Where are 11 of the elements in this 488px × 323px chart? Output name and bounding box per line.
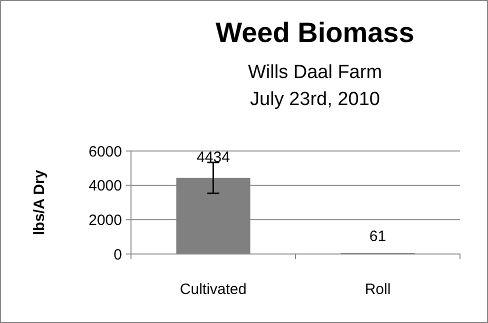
- chart-subtitle: Wills Daal Farm July 23rd, 2010: [248, 62, 382, 110]
- data-label: 61: [369, 228, 386, 245]
- x-tick-label: Cultivated: [180, 281, 247, 298]
- y-tick-label: 6000: [88, 143, 122, 160]
- y-axis-title: lbs/A Dry: [31, 169, 48, 236]
- y-tick-label: 0: [114, 246, 122, 264]
- y-tick-label: 2000: [88, 212, 122, 229]
- data-label: 4434: [196, 148, 230, 166]
- chart-title: Weed Biomass: [216, 17, 414, 48]
- x-tick-label: Roll: [364, 281, 391, 298]
- y-tick-label: 4000: [88, 178, 122, 195]
